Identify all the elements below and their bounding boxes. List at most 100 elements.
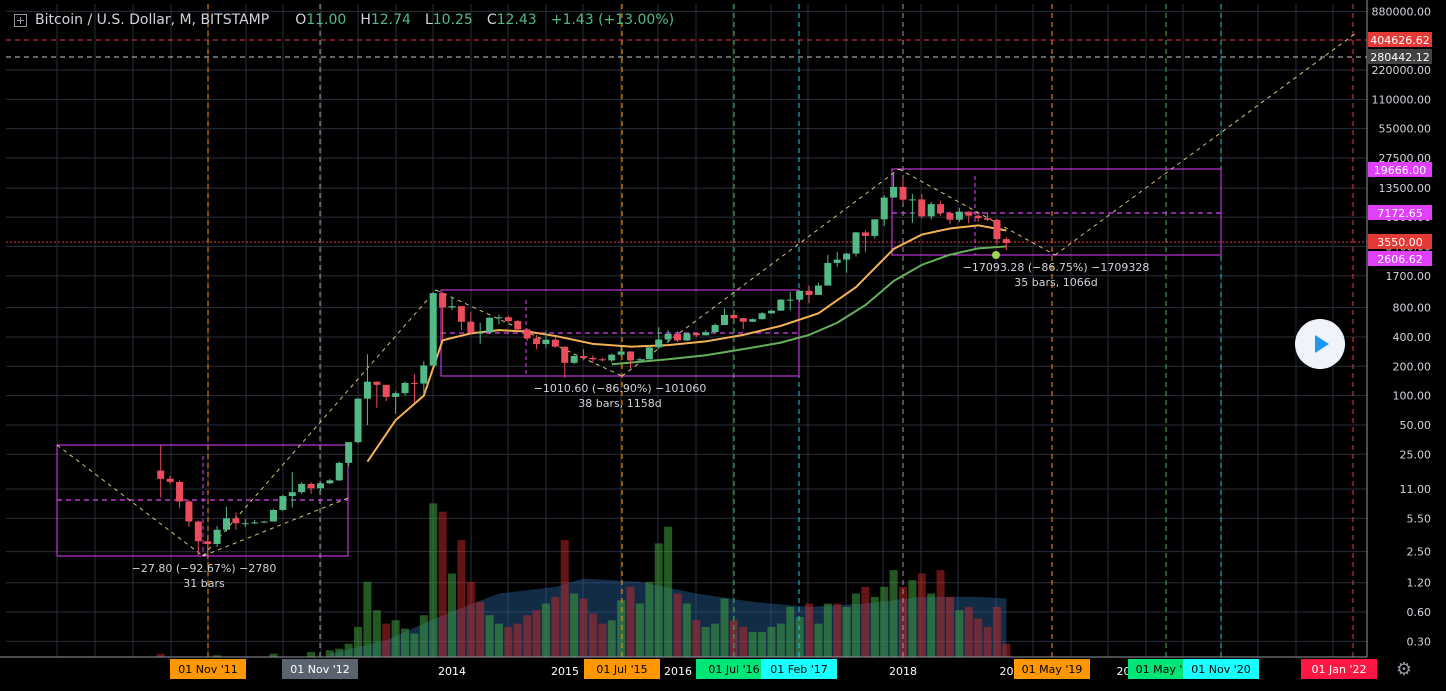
volume-bar <box>842 606 851 657</box>
date-badge <box>1183 659 1259 679</box>
candle <box>598 359 606 361</box>
volume-bar <box>936 570 945 657</box>
volume-bar <box>974 618 983 657</box>
volume-bar <box>692 620 701 657</box>
candle <box>880 197 888 220</box>
volume-bar <box>570 593 579 657</box>
y-tick-label: 400.00 <box>1393 331 1432 344</box>
volume-bar <box>908 580 917 657</box>
candle <box>720 314 728 325</box>
volume-bar <box>964 606 973 657</box>
date-badge <box>1014 659 1090 679</box>
candle <box>176 481 184 502</box>
trend-line <box>56 444 204 557</box>
volume-bar <box>269 653 278 657</box>
volume-bar <box>213 655 222 657</box>
open-label: O <box>295 12 307 28</box>
candle <box>420 365 428 384</box>
date-badge-label: 01 Jul '16 <box>708 663 759 676</box>
volume-bar <box>880 586 889 657</box>
volume-bar <box>889 570 898 657</box>
candle <box>580 356 588 358</box>
measure-sublabel: 31 bars <box>183 577 225 590</box>
date-badge <box>761 659 837 679</box>
expand-icon[interactable] <box>14 13 27 27</box>
price-axis[interactable] <box>1367 0 1446 691</box>
volume-bar <box>852 593 861 657</box>
candle <box>890 186 898 198</box>
volume-bar <box>307 651 316 657</box>
candle <box>476 332 484 334</box>
candle <box>373 381 381 385</box>
x-tick-label: 2015 <box>551 665 579 678</box>
price-badge <box>1368 32 1432 47</box>
measure-sublabel: 38 bars, 1158d <box>578 397 661 410</box>
volume-bar <box>635 603 644 657</box>
play-button[interactable] <box>1295 319 1345 369</box>
date-badge-label: 01 Nov '11 <box>178 663 237 676</box>
volume-bar <box>476 601 485 657</box>
price-badge <box>1368 234 1432 249</box>
candle <box>692 333 700 336</box>
volume-bar <box>532 610 541 657</box>
candle <box>702 332 710 336</box>
chart-header: Bitcoin / U.S. Dollar, M, BITSTAMP O11.0… <box>6 9 674 31</box>
volume-bar <box>429 503 438 657</box>
symbol-title[interactable]: Bitcoin / U.S. Dollar, M, BITSTAMP <box>35 12 270 28</box>
volume-bar <box>945 596 954 657</box>
candle <box>608 354 616 361</box>
candle <box>382 384 390 397</box>
volume-bar <box>551 596 560 657</box>
change-value: +1.43 (+13.00%) <box>550 12 675 28</box>
date-badge-label: 01 May '19 <box>1022 663 1083 676</box>
y-tick-label: 800.00 <box>1393 302 1432 315</box>
price-badge-label: 404626.62 <box>1370 34 1430 47</box>
volume-bar <box>448 573 456 657</box>
candle <box>232 518 240 524</box>
volume-bar <box>607 620 616 657</box>
candle <box>955 211 963 220</box>
candle <box>251 522 259 524</box>
trend-line <box>202 497 349 557</box>
candle <box>617 351 625 355</box>
candle <box>899 186 907 200</box>
candle <box>852 232 860 254</box>
candle <box>345 442 353 463</box>
candle <box>354 398 362 443</box>
y-tick-label: 5.50 <box>1407 512 1432 525</box>
open-value: 11.00 <box>306 12 347 28</box>
candle <box>439 293 447 308</box>
high-label: H <box>360 12 371 28</box>
volume-bar <box>955 610 964 657</box>
volume-bar <box>786 606 795 657</box>
candle <box>223 518 230 530</box>
candle <box>664 333 672 340</box>
volume-bar <box>626 586 635 657</box>
y-tick-label: 1.20 <box>1407 577 1432 590</box>
price-badge <box>1368 162 1432 177</box>
volume-bar <box>494 623 503 657</box>
volume-bar <box>673 593 682 657</box>
y-tick-label: 220000.00 <box>1372 64 1432 77</box>
volume-bar <box>758 631 767 657</box>
candle <box>937 204 945 213</box>
candle <box>533 338 541 345</box>
high-value: 12.74 <box>370 12 411 28</box>
volume-bar <box>805 603 814 657</box>
y-tick-label: 200.00 <box>1393 360 1432 373</box>
measure-sublabel: 35 bars, 1066d <box>1014 276 1097 289</box>
candle <box>204 541 212 544</box>
volume-bar <box>363 581 372 657</box>
gear-icon[interactable]: ⚙ <box>1395 659 1413 680</box>
trend-line <box>202 289 437 557</box>
date-badge <box>282 659 358 679</box>
volume-bar <box>654 543 663 657</box>
candle <box>401 382 409 394</box>
candle <box>363 381 371 399</box>
candle <box>861 232 869 236</box>
volume-bar <box>344 643 353 657</box>
candle <box>410 382 418 384</box>
candle <box>448 306 456 308</box>
date-badge <box>1301 659 1377 679</box>
